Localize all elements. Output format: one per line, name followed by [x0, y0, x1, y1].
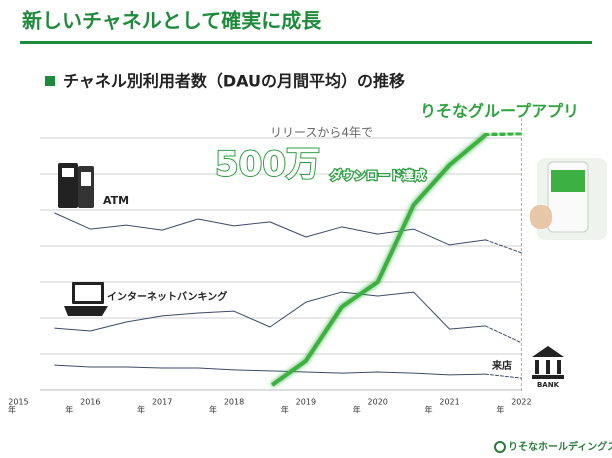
- projection-line: [483, 130, 524, 138]
- x-unit-label: 年: [137, 405, 145, 415]
- x-tick-label: 2019: [296, 398, 316, 407]
- annotation: ダウンロード達成: [330, 168, 426, 183]
- x-tick-label: 2016: [80, 398, 100, 407]
- projection-line: [484, 373, 522, 379]
- x-unit-label: 年: [8, 405, 16, 415]
- x-tick-label: 2018: [224, 398, 244, 407]
- bullet: [45, 76, 55, 86]
- bank-icon: [532, 346, 564, 379]
- x-unit-label: 年: [209, 405, 217, 415]
- chart-subtitle: チャネル別利用者数（DAUの月間平均）の推移: [63, 72, 405, 91]
- title-rule: [20, 41, 592, 44]
- projection-line: [484, 239, 522, 254]
- annotation-highlight: 500万: [215, 145, 320, 185]
- grid: [40, 137, 522, 391]
- atm-icon: [58, 163, 94, 208]
- x-unit-label: 年: [425, 405, 433, 415]
- annotation: リリースから4年で: [270, 126, 373, 140]
- series-label: ATM: [103, 194, 129, 207]
- page-number: 7: [600, 442, 606, 453]
- footer-logo: りそなホールディングス: [508, 440, 612, 453]
- x-unit-label: 年: [496, 405, 504, 415]
- series-line: [54, 212, 486, 246]
- x-unit-label: 年: [65, 405, 73, 415]
- pc-icon: [64, 282, 108, 316]
- x-tick-label: 2015: [8, 398, 28, 407]
- x-tick-label: 2017: [152, 398, 172, 407]
- series-line: [54, 291, 486, 332]
- series-line: [54, 364, 486, 376]
- projection-line: [484, 325, 522, 344]
- x-unit-label: 年: [281, 405, 289, 415]
- logo-mark: [494, 441, 506, 453]
- series-label: インターネットバンキング: [107, 290, 227, 303]
- slide-title: 新しいチャネルとして確実に成長: [22, 9, 322, 33]
- x-tick-label: 2022: [511, 398, 531, 407]
- series-label: 来店: [491, 359, 512, 372]
- phone-image: [530, 158, 607, 240]
- x-tick-label: 2020: [368, 398, 388, 407]
- app-line: [270, 133, 487, 387]
- x-unit-label: 年: [353, 405, 361, 415]
- x-tick-label: 2021: [439, 398, 459, 407]
- series-label: りそなグループアプリ: [420, 102, 579, 121]
- bank-label: BANK: [537, 381, 560, 389]
